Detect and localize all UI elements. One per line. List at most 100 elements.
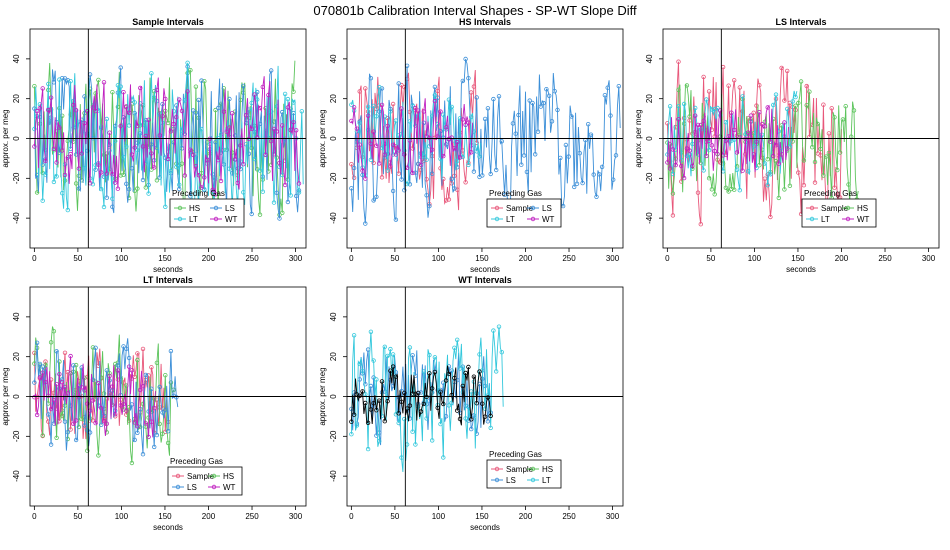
point-WT [255, 135, 260, 140]
point-WT [673, 162, 678, 168]
legend-title: Preceding Gas [804, 189, 857, 198]
legend: Preceding Gas HS LS LT WT [169, 189, 245, 228]
point-LT [48, 117, 54, 122]
y-tick-label: 20 [329, 94, 338, 103]
point-Sample [785, 68, 790, 74]
point-LS [351, 165, 357, 171]
point-LT [427, 352, 432, 358]
legend-title: Preceding Gas [170, 457, 223, 466]
point-LT [452, 138, 457, 144]
legend-entry-WT: WT [857, 215, 870, 224]
point-LS [232, 133, 238, 138]
legend-entry-HS: HS [189, 204, 200, 213]
point-LS [597, 172, 602, 177]
point-WT_main [443, 378, 449, 383]
point-LT [432, 355, 438, 360]
series-line-Sample [666, 61, 842, 225]
point-WT [140, 384, 146, 389]
point-HS [32, 83, 37, 89]
point-LS [549, 119, 555, 124]
point-WT_main [385, 399, 390, 404]
point-LS [455, 377, 460, 383]
point-LT [393, 412, 399, 417]
point-LS [160, 410, 165, 415]
point-LS [471, 169, 477, 174]
point-WT [199, 185, 204, 190]
point-LT [382, 114, 387, 119]
point-LT [365, 446, 371, 452]
point-LS [544, 86, 549, 92]
point-LT [469, 114, 474, 119]
point-LT [488, 425, 493, 431]
point-WT [40, 86, 45, 91]
point-HS [79, 416, 84, 422]
point-LS [488, 171, 493, 177]
point-LT [382, 344, 387, 349]
point-WT [396, 148, 401, 153]
point-LS [613, 153, 619, 158]
point-WT [104, 171, 109, 176]
point-LS [485, 106, 491, 111]
point-WT [43, 158, 48, 164]
point-WT [441, 153, 446, 159]
point-LT [65, 207, 70, 213]
point-LT [357, 120, 362, 126]
x-axis-label: seconds [786, 265, 816, 274]
point-LS [399, 177, 404, 182]
point-WT [154, 87, 160, 93]
point-WT [679, 163, 684, 169]
legend-swatch-point [213, 205, 219, 211]
point-LT [121, 155, 126, 160]
legend-swatch-point [494, 477, 500, 483]
x-tick-label: 50 [73, 254, 82, 263]
point-LS [126, 186, 132, 192]
point-WT [432, 98, 438, 104]
point-HS [801, 158, 807, 163]
point-WT [151, 165, 157, 170]
point-WT [73, 418, 79, 423]
point-WT [34, 412, 40, 418]
point-Sample [829, 106, 834, 111]
legend-entry-Sample: Sample [506, 465, 534, 474]
point-WT [221, 109, 226, 114]
x-axis-label: seconds [153, 265, 183, 274]
y-tick-label: 20 [329, 352, 338, 361]
point-Sample [371, 160, 376, 166]
point-LS [566, 154, 571, 159]
point-WT [62, 172, 68, 178]
point-Sample [670, 213, 676, 218]
point-WT [82, 388, 87, 393]
x-tick-label: 150 [791, 254, 805, 263]
point-LS [441, 380, 446, 385]
point-WT [115, 186, 121, 191]
point-LT [149, 71, 154, 76]
point-HS [723, 185, 729, 190]
point-WT [701, 118, 706, 124]
y-tick-label: 40 [12, 54, 21, 63]
x-tick-label: 150 [158, 512, 172, 521]
y-tick-label: 20 [12, 94, 21, 103]
point-HS [812, 159, 818, 165]
point-WT_main [485, 395, 491, 400]
point-WT [740, 168, 745, 173]
y-tick-label: -20 [12, 430, 21, 442]
point-WT [363, 176, 368, 181]
x-tick-label: 0 [665, 254, 670, 263]
point-WT [695, 122, 701, 128]
point-Sample [737, 85, 742, 90]
point-HS [101, 391, 107, 396]
point-LS [580, 180, 585, 186]
point-LS [40, 364, 45, 369]
point-Sample [762, 176, 768, 181]
point-WT [232, 157, 238, 162]
point-LS [449, 368, 454, 373]
point-LT [32, 126, 37, 132]
point-LT [388, 346, 393, 352]
point-LS [396, 81, 401, 86]
point-Sample [779, 65, 784, 71]
legend-title: Preceding Gas [172, 189, 225, 198]
point-LS [190, 108, 196, 113]
point-Sample [146, 373, 151, 378]
